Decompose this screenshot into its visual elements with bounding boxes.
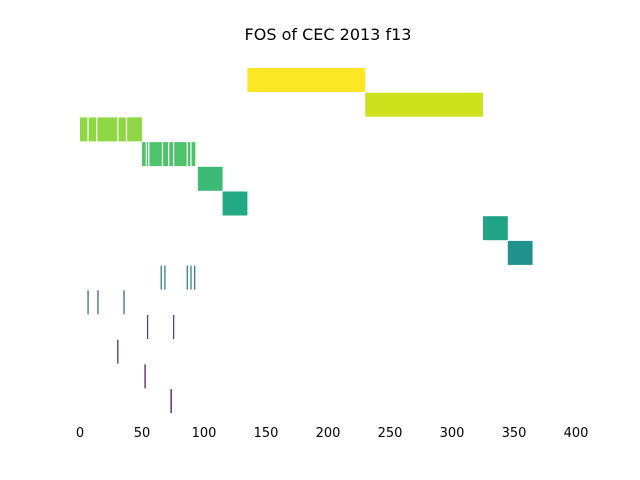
- bar-row-11-segment-0: [117, 339, 119, 364]
- bar-row-5-segment-0: [222, 191, 248, 216]
- bar-row-2-segment-2: [97, 117, 118, 142]
- bar-row-4-segment-0: [197, 166, 223, 191]
- x-tick-label: 200: [316, 426, 341, 441]
- bar-row-1-segment-0: [365, 92, 483, 117]
- plot-area: [80, 68, 533, 414]
- bar-row-9-segment-0: [87, 290, 89, 315]
- bar-row-2-segment-0: [80, 117, 88, 142]
- x-tick-label: 400: [564, 426, 589, 441]
- bar-row-8-segment-4: [194, 265, 196, 290]
- bar-row-3-segment-5: [174, 142, 187, 167]
- bar-row-10-segment-0: [146, 315, 149, 339]
- bar-row-3-segment-6: [187, 142, 191, 167]
- x-tick-label: 100: [192, 426, 217, 441]
- bar-row-8-segment-1: [164, 265, 166, 290]
- x-tick-label: 250: [378, 426, 403, 441]
- x-axis: 0 50 100 150 200 250 300 350 400: [76, 426, 589, 441]
- bar-row-8-segment-0: [160, 265, 162, 290]
- bar-row-0-segment-0: [247, 68, 366, 92]
- bar-row-8-segment-3: [190, 265, 192, 290]
- bar-row-10-segment-1: [173, 315, 175, 339]
- bar-row-8-segment-2: [186, 265, 188, 290]
- x-tick-label: 300: [440, 426, 465, 441]
- bar-row-3-segment-2: [149, 142, 162, 167]
- bar-row-3-segment-1: [146, 142, 149, 167]
- bar-row-7-segment-0: [507, 240, 533, 265]
- bar-row-6-segment-0: [483, 216, 508, 241]
- x-tick-label: 50: [134, 426, 151, 441]
- bar-row-9-segment-2: [123, 290, 125, 315]
- chart-title: FOS of CEC 2013 f13: [245, 25, 412, 44]
- bar-row-3-segment-3: [163, 142, 169, 167]
- x-tick-label: 0: [76, 426, 84, 441]
- bar-row-13-segment-0: [170, 389, 172, 414]
- bar-row-3-segment-4: [169, 142, 173, 167]
- x-tick-label: 350: [502, 426, 527, 441]
- bar-row-2-segment-3: [118, 117, 126, 142]
- bar-row-2-segment-1: [88, 117, 97, 142]
- bar-row-12-segment-0: [144, 364, 146, 389]
- bar-row-3-segment-7: [191, 142, 196, 167]
- x-tick-label: 150: [254, 426, 279, 441]
- bar-row-3-segment-0: [142, 142, 146, 167]
- bar-row-9-segment-1: [97, 290, 99, 315]
- bar-row-2-segment-4: [127, 117, 142, 142]
